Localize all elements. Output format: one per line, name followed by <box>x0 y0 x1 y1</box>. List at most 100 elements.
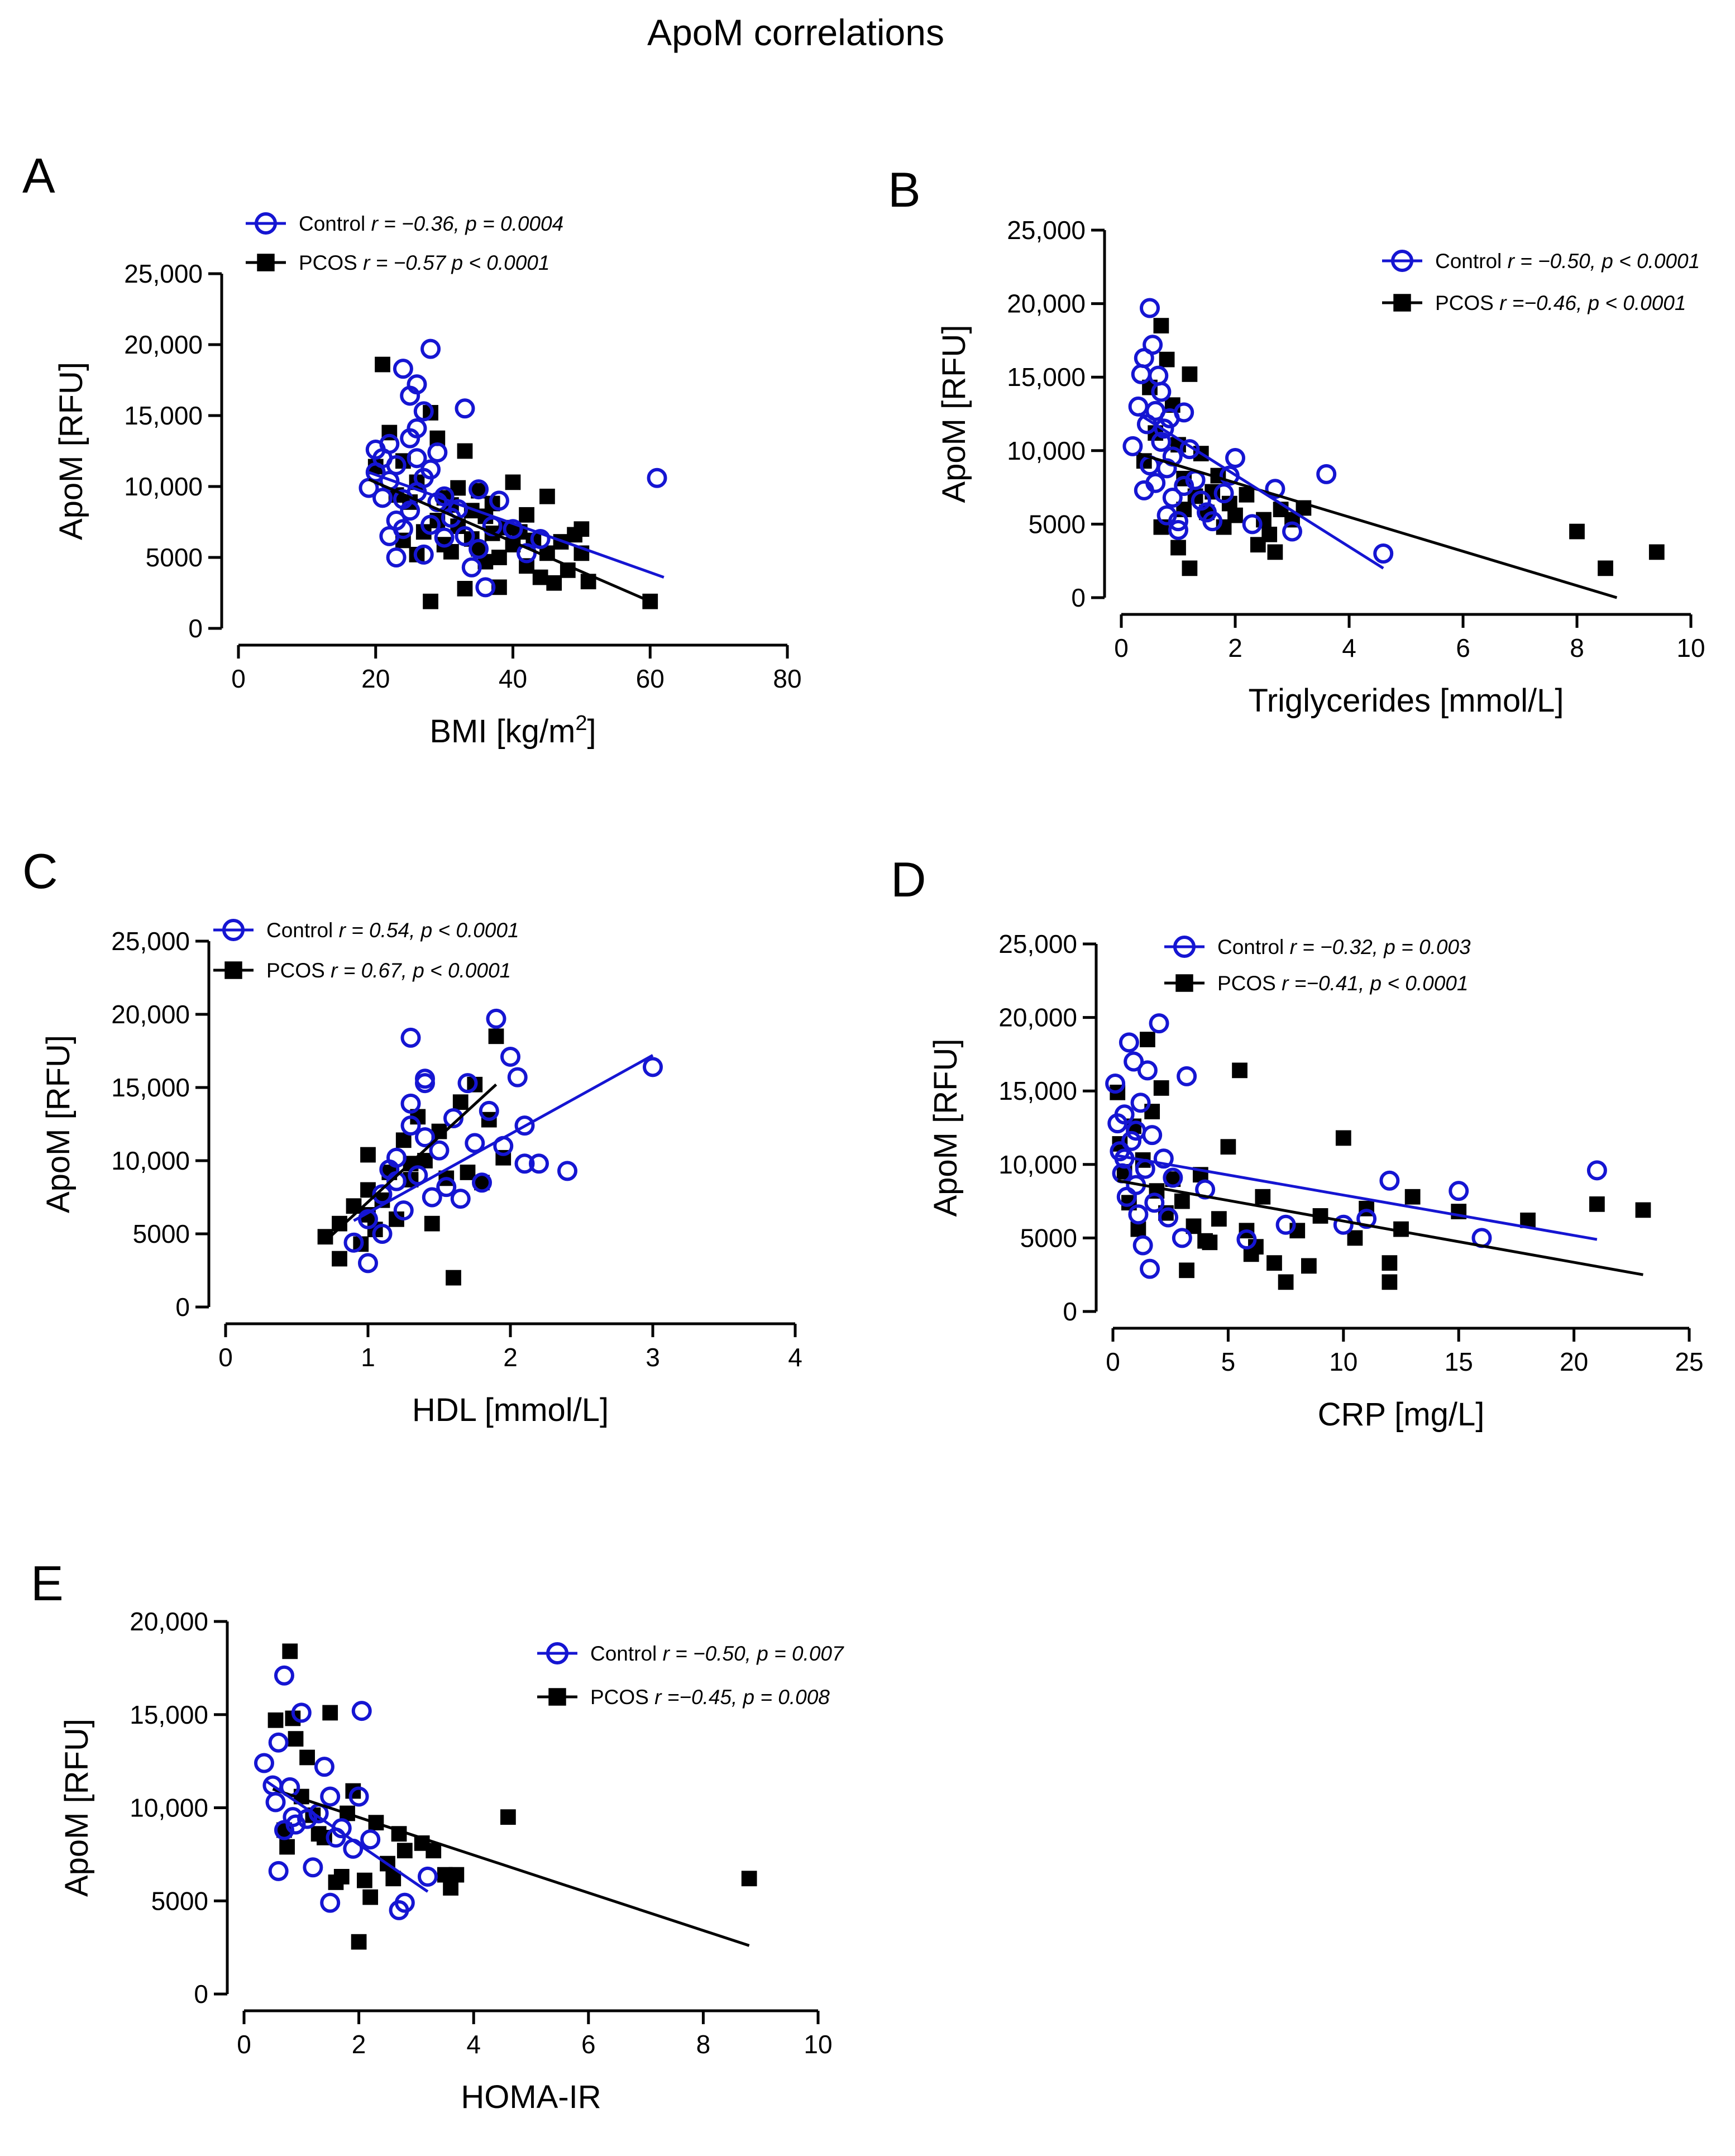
pcos-point <box>446 1270 461 1286</box>
x-tick-label: 4 <box>788 1343 802 1372</box>
x-tick-label: 4 <box>1342 633 1356 662</box>
legend-pcos-marker <box>548 1688 566 1706</box>
legend-label: Control r = −0.50, p < 0.0001 <box>1435 250 1700 273</box>
pcos-point <box>357 1872 372 1888</box>
control-point <box>372 1224 393 1244</box>
control-point <box>422 1187 442 1208</box>
control-point <box>372 488 393 508</box>
legend: Control r = 0.54, p < 0.0001 PCOS r = 0.6… <box>213 919 519 982</box>
x-tick-label: 0 <box>218 1343 233 1372</box>
control-point <box>457 1073 478 1094</box>
control-point <box>320 1892 341 1913</box>
control-point <box>1356 1209 1377 1229</box>
control-point <box>1172 1228 1192 1248</box>
control-point <box>514 1115 535 1136</box>
pcos-point <box>333 1869 350 1885</box>
pcos-point <box>1220 1139 1236 1155</box>
legend-label: PCOS r = 0.67, p < 0.0001 <box>266 959 511 982</box>
control-point <box>393 1200 414 1221</box>
control-point <box>1213 483 1234 504</box>
x-tick-label: 8 <box>1570 633 1584 662</box>
control-point <box>407 374 427 395</box>
control-point <box>529 1153 549 1174</box>
x-axis-title: BMI [kg/m2] <box>429 712 596 750</box>
control-point <box>1177 1066 1197 1086</box>
pcos-point <box>1182 366 1198 382</box>
y-tick-label: 5000 <box>146 543 203 572</box>
panel-letter: B <box>888 162 921 217</box>
control-point <box>1137 1060 1158 1081</box>
control-point <box>393 359 413 379</box>
pcos-point <box>443 1880 458 1896</box>
pcos-point <box>1267 544 1283 560</box>
control-point <box>393 519 413 540</box>
x-tick-label: 10 <box>804 2030 832 2059</box>
control-point <box>1316 464 1337 484</box>
pcos-point <box>332 1251 347 1267</box>
control-point <box>1202 511 1223 532</box>
legend-label: Control r = −0.32, p = 0.003 <box>1217 936 1471 958</box>
control-point <box>386 455 407 475</box>
control-point <box>1151 432 1172 452</box>
control-point <box>1130 1093 1151 1113</box>
x-tick-label: 0 <box>1114 633 1129 662</box>
pcos-point <box>267 1712 284 1728</box>
y-tick-label: 15,000 <box>1007 362 1086 392</box>
pcos-point <box>1301 1258 1317 1274</box>
figure-title: ApoM correlations <box>647 12 944 53</box>
control-point <box>469 479 489 500</box>
y-tick-label: 0 <box>1071 583 1086 612</box>
pcos-regression-line <box>272 1787 750 1947</box>
pcos-point <box>385 1871 402 1887</box>
control-point <box>443 1108 463 1129</box>
control-point <box>1128 396 1149 417</box>
y-tick-label: 10,000 <box>1007 436 1086 465</box>
control-point <box>1586 1160 1607 1181</box>
control-point <box>517 543 537 564</box>
pcos-point <box>1211 1211 1227 1227</box>
control-point <box>348 1786 369 1807</box>
pcos-point <box>1382 1274 1398 1290</box>
y-tick-label: 10,000 <box>130 1794 208 1823</box>
series-control <box>1105 1013 1607 1279</box>
y-axis-title: ApoM [RFU] <box>59 1719 95 1897</box>
control-regression-line <box>353 1054 654 1222</box>
control-point <box>358 1209 378 1229</box>
control-point <box>343 1232 364 1253</box>
panel-a: A 0 5000 10,000 15,000 20,000 25,000 0 20 40 60 80 B… <box>22 148 802 750</box>
panel-letter: D <box>891 852 926 907</box>
control-point <box>268 1732 289 1753</box>
series-pcos <box>367 356 658 609</box>
control-point <box>500 1046 520 1067</box>
control-point <box>1126 1120 1146 1141</box>
control-point <box>1195 1179 1216 1200</box>
pcos-point <box>532 569 548 585</box>
pcos-point <box>491 550 507 565</box>
x-tick-label: 8 <box>696 2030 711 2059</box>
legend-control-marker <box>1173 936 1196 958</box>
y-tick-label: 5000 <box>1029 509 1086 538</box>
pcos-point <box>282 1643 298 1659</box>
control-point <box>1333 1214 1354 1235</box>
control-point <box>254 1753 274 1773</box>
legend-pcos-marker <box>224 961 242 979</box>
pcos-point <box>741 1871 757 1887</box>
control-point <box>372 1184 393 1205</box>
control-point <box>303 1857 323 1878</box>
y-tick-label: 25,000 <box>124 259 203 288</box>
control-point <box>486 1008 506 1029</box>
control-point <box>1449 1181 1469 1201</box>
control-point <box>413 544 434 565</box>
x-tick-label: 1 <box>361 1343 375 1372</box>
y-tick-label: 25,000 <box>998 929 1077 958</box>
pcos-regression-line <box>1137 452 1618 599</box>
x-tick-label: 0 <box>231 664 246 693</box>
control-point <box>1282 521 1302 542</box>
control-point <box>1149 1013 1169 1034</box>
legend: Control r = −0.32, p = 0.003 PCOS r =−0.4… <box>1164 936 1471 995</box>
control-point <box>415 1069 435 1089</box>
pcos-point <box>1266 1255 1282 1271</box>
y-tick-label: 5000 <box>1020 1223 1077 1252</box>
control-point <box>1174 475 1194 496</box>
y-tick-label: 20,000 <box>111 1000 190 1029</box>
